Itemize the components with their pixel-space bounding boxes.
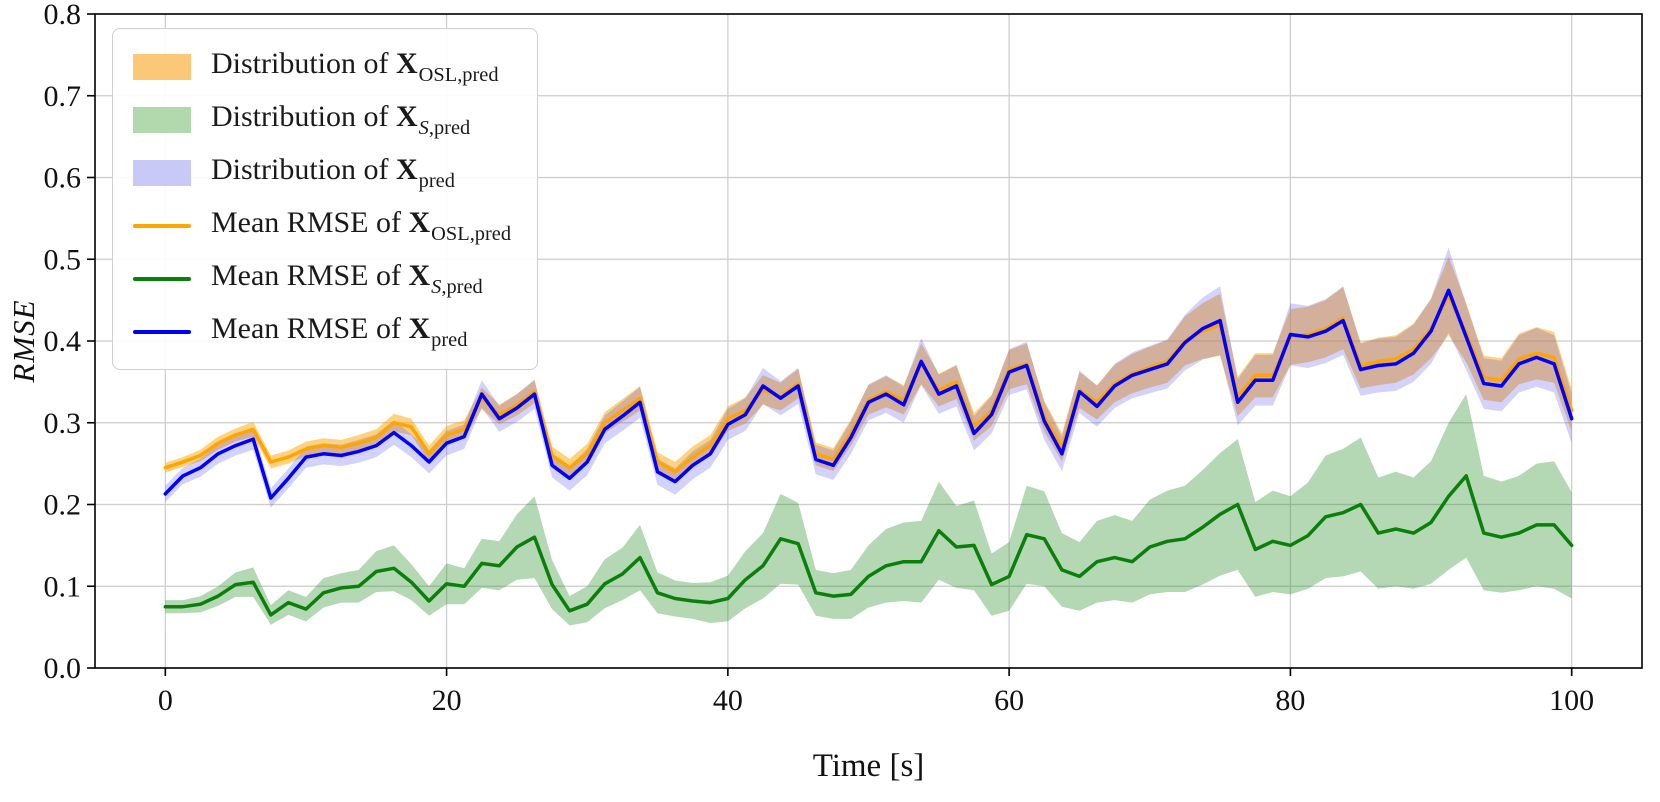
legend-item-mean-s: Mean RMSE of XS,pred (133, 259, 511, 298)
x-tick-label: 60 (994, 684, 1024, 717)
y-tick-label: 0.5 (44, 243, 82, 276)
legend-swatch-line-orange-icon (133, 223, 191, 228)
legend-label: Distribution of Xpred (211, 153, 455, 193)
legend-swatch-line-green-icon (133, 276, 191, 281)
legend-swatch-line-blue-icon (133, 329, 191, 334)
legend-item-mean-osl: Mean RMSE of XOSL,pred (133, 206, 511, 245)
line-series-2 (163, 288, 1574, 500)
x-tick-label: 20 (432, 684, 462, 717)
y-tick-label: 0.0 (44, 652, 82, 685)
legend-label: Mean RMSE of XOSL,pred (211, 206, 512, 246)
legend-label: Distribution of XS,pred (211, 100, 471, 140)
legend-item-mean-pred: Mean RMSE of Xpred (133, 312, 511, 351)
y-tick-label: 0.7 (44, 80, 82, 113)
legend-label: Mean RMSE of XS,pred (211, 259, 483, 299)
x-axis: 0 20 40 60 80 100 (158, 668, 1594, 717)
legend-item-distribution-osl: Distribution of XOSL,pred (133, 47, 511, 86)
y-axis: 0.0 0.1 0.2 0.3 0.4 0.5 0.6 0.7 0.8 (44, 0, 95, 685)
band-series-2 (165, 247, 1572, 508)
line-series-1 (163, 474, 1574, 617)
y-tick-label: 0.6 (44, 162, 82, 195)
line-series-0 (163, 294, 1574, 474)
y-tick-label: 0.3 (44, 407, 82, 440)
y-axis-title: RMSE (6, 299, 41, 383)
x-tick-label: 100 (1549, 684, 1594, 717)
x-tick-label: 80 (1275, 684, 1305, 717)
y-tick-label: 0.4 (44, 325, 82, 358)
legend-swatch-patch-green-icon (133, 106, 191, 133)
legend: Distribution of XOSL,pred Distribution o… (112, 28, 539, 370)
legend-swatch-patch-blue-icon (133, 159, 191, 186)
band-series-0 (165, 256, 1572, 482)
legend-item-distribution-pred: Distribution of Xpred (133, 153, 511, 192)
y-tick-label: 0.8 (44, 0, 82, 31)
y-tick-label: 0.2 (44, 489, 82, 522)
x-axis-title: Time [s] (813, 748, 925, 784)
x-tick-label: 0 (158, 684, 173, 717)
y-tick-label: 0.1 (44, 570, 82, 603)
band-series-1 (165, 394, 1572, 626)
legend-label: Mean RMSE of Xpred (211, 312, 468, 352)
legend-item-distribution-s: Distribution of XS,pred (133, 100, 511, 139)
legend-label: Distribution of XOSL,pred (211, 47, 499, 87)
x-tick-label: 40 (713, 684, 743, 717)
legend-swatch-patch-orange-icon (133, 53, 191, 80)
